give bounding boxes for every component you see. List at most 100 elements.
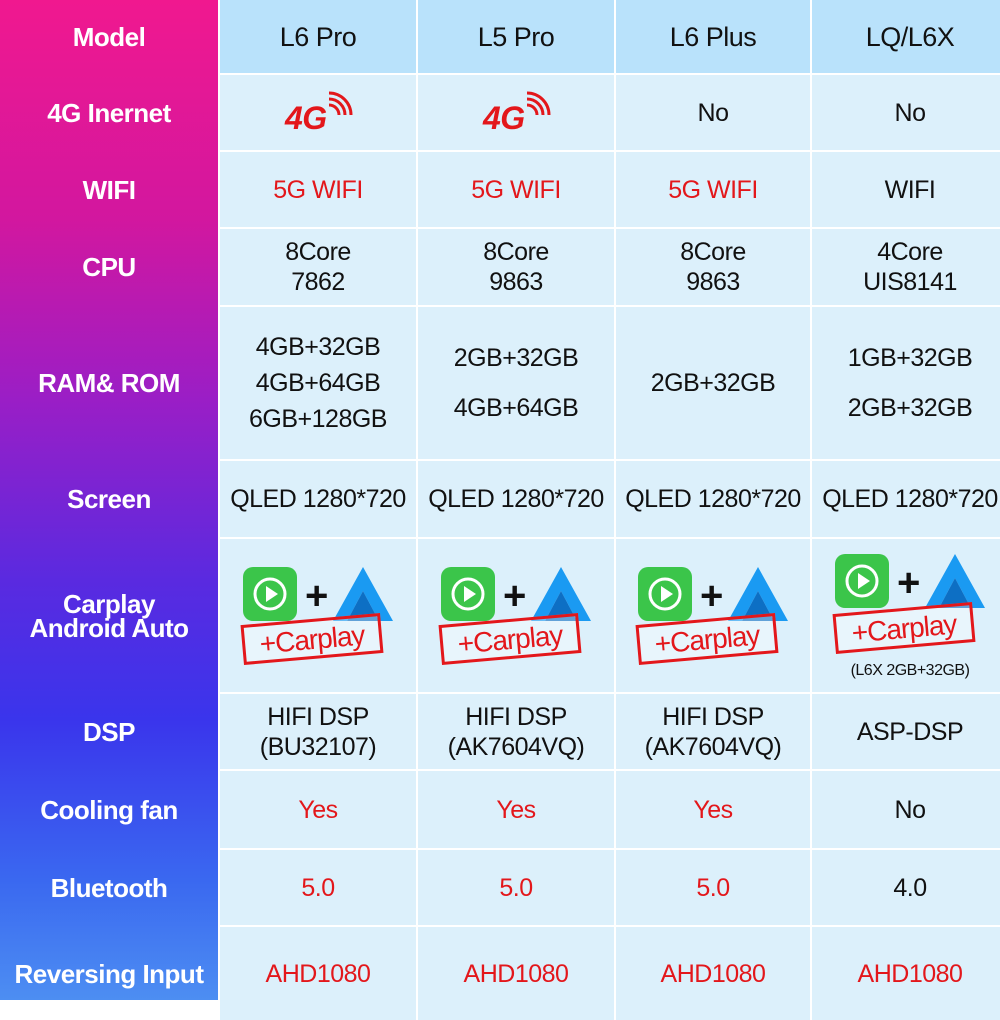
cell-ram-1: 4GB+32GB 4GB+64GB 6GB+128GB — [220, 307, 416, 459]
cell-fan-4: No — [812, 771, 1000, 848]
cell-screen-3: QLED 1280*720 — [616, 461, 810, 537]
android-auto-icon — [728, 566, 788, 621]
android-auto-icon — [531, 566, 591, 621]
cell-wifi-1: 5G WIFI — [220, 152, 416, 227]
carplay-icon — [835, 553, 889, 608]
ram-option: 2GB+32GB — [650, 369, 776, 397]
4g-icon: 4G — [482, 91, 551, 135]
row-label-bluetooth: Bluetooth — [50, 872, 168, 903]
cell-bluetooth-3: 5.0 — [616, 850, 810, 925]
cell-reversing-1: AHD1080 — [220, 927, 416, 1020]
row-label-carplay: Carplay Android Auto — [0, 539, 218, 692]
carplay-icon — [638, 566, 692, 621]
row-label-4g: 4G Inernet — [47, 97, 171, 128]
cell-bluetooth-1: 5.0 — [220, 850, 416, 925]
carplay-android-auto-icons: + — [638, 566, 788, 621]
carplay-android-auto-icons: + — [441, 566, 591, 621]
ram-option: 1GB+32GB — [847, 344, 973, 372]
row-label-screen: Screen — [67, 484, 151, 514]
cpu-cores: 4Core — [877, 238, 943, 266]
dsp-chip: (AK7604VQ) — [447, 732, 585, 761]
cell-reversing-4: AHD1080 — [812, 927, 1000, 1020]
row-label-dsp: DSP — [83, 716, 135, 747]
cell-screen-4: QLED 1280*720 — [812, 461, 1000, 537]
cell-fan-3: Yes — [616, 771, 810, 848]
cell-fan-1: Yes — [220, 771, 416, 848]
dsp-type: HIFI DSP — [267, 702, 369, 731]
cell-dsp-3: HIFI DSP (AK7604VQ) — [616, 694, 810, 769]
plus-sign: + — [897, 561, 920, 605]
ram-option: 2GB+32GB — [453, 344, 579, 372]
carplay-note: (L6X 2GB+32GB) — [850, 661, 970, 679]
row-label-wifi: WIFI — [82, 174, 136, 205]
cell-ram-2: 2GB+32GB 4GB+64GB — [418, 307, 614, 459]
cpu-model: 9863 — [686, 268, 740, 296]
cell-4g-1: 4G — [220, 75, 416, 150]
cell-4g-2: 4G — [418, 75, 614, 150]
dsp-type: ASP-DSP — [856, 717, 964, 746]
cell-dsp-4: ASP-DSP — [812, 694, 1000, 769]
row-label-model: Model — [72, 21, 146, 52]
cell-dsp-1: HIFI DSP (BU32107) — [220, 694, 416, 769]
cpu-model: 7862 — [291, 268, 345, 296]
cell-4g-3: No — [616, 75, 810, 150]
ram-option: 4GB+32GB — [255, 333, 381, 361]
cell-ram-3: 2GB+32GB — [616, 307, 810, 459]
carplay-icon — [243, 566, 297, 621]
model-header-3: L6 Plus — [616, 0, 810, 73]
dsp-type: HIFI DSP — [465, 702, 567, 731]
dsp-chip: (AK7604VQ) — [644, 732, 782, 761]
plus-sign: + — [503, 574, 526, 618]
label-column-background — [0, 0, 218, 1000]
ram-option: 2GB+32GB — [847, 394, 973, 422]
ram-option: 4GB+64GB — [453, 394, 579, 422]
4g-icon: 4G — [284, 91, 353, 135]
carplay-icon — [441, 566, 495, 621]
carplay-android-auto-icons: + — [835, 553, 985, 608]
plus-sign: + — [700, 574, 723, 618]
android-auto-icon — [925, 553, 985, 608]
cell-cpu-4: 4Core UIS8141 — [812, 229, 1000, 305]
cell-bluetooth-2: 5.0 — [418, 850, 614, 925]
cell-carplay-2: + +Carplay — [418, 539, 614, 692]
carplay-badge: + +Carplay — [830, 552, 990, 656]
cell-carplay-1: + +Carplay — [220, 539, 416, 692]
dsp-type: HIFI DSP — [662, 702, 764, 731]
svg-text:4G: 4G — [482, 100, 525, 135]
cell-cpu-3: 8Core 9863 — [616, 229, 810, 305]
cell-wifi-4: WIFI — [812, 152, 1000, 227]
cpu-cores: 8Core — [680, 238, 746, 266]
ram-option: 4GB+64GB — [255, 369, 381, 397]
row-label-cpu: CPU — [82, 252, 136, 282]
cpu-cores: 8Core — [285, 238, 351, 266]
carplay-badge: + +Carplay — [436, 557, 596, 675]
cpu-model: 9863 — [489, 268, 543, 296]
svg-text:4G: 4G — [284, 100, 327, 135]
cell-reversing-3: AHD1080 — [616, 927, 810, 1020]
android-auto-label: Android Auto — [29, 612, 189, 643]
model-header-1: L6 Pro — [220, 0, 416, 73]
row-label-ram-rom: RAM& ROM — [38, 368, 180, 398]
cpu-cores: 8Core — [483, 238, 549, 266]
cell-wifi-3: 5G WIFI — [616, 152, 810, 227]
cell-screen-2: QLED 1280*720 — [418, 461, 614, 537]
cell-wifi-2: 5G WIFI — [418, 152, 614, 227]
carplay-badge: + +Carplay — [238, 557, 398, 675]
dsp-chip: (BU32107) — [259, 732, 377, 761]
row-label-reversing-input: Reversing Input — [14, 958, 204, 989]
cell-fan-2: Yes — [418, 771, 614, 848]
row-label-cooling-fan: Cooling fan — [40, 794, 178, 825]
cell-4g-4: No — [812, 75, 1000, 150]
model-header-4: LQ/L6X — [812, 0, 1000, 73]
cell-ram-4: 1GB+32GB 2GB+32GB — [812, 307, 1000, 459]
carplay-label: Carplay — [63, 588, 155, 619]
model-header-2: L5 Pro — [418, 0, 614, 73]
carplay-android-auto-icons: + — [243, 566, 393, 621]
cell-bluetooth-4: 4.0 — [812, 850, 1000, 925]
carplay-badge: + +Carplay — [633, 557, 793, 675]
cpu-model: UIS8141 — [863, 268, 957, 296]
cell-screen-1: QLED 1280*720 — [220, 461, 416, 537]
cell-carplay-4: + +Carplay (L6X 2GB+32GB) — [812, 539, 1000, 692]
plus-sign: + — [305, 574, 328, 618]
